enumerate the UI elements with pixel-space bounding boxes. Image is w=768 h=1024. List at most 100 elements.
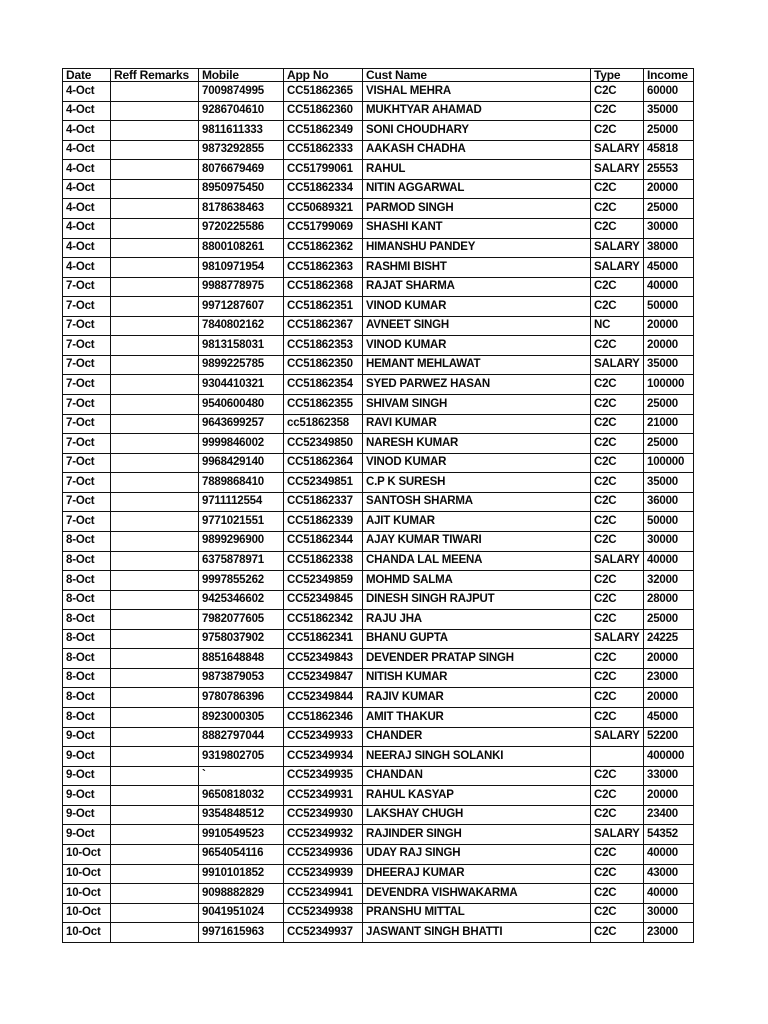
table-row: 4-Oct 8178638463 CC50689321 PARMOD SINGH C2C… (62, 198, 694, 219)
cell-type: C2C (590, 570, 644, 591)
cell-app-no: CC51862342 (283, 609, 363, 630)
cell-mobile: 8851648848 (198, 648, 284, 669)
cell-cust-name: UDAY RAJ SINGH (362, 843, 591, 865)
cell-cust-name: CHANDAN (362, 765, 591, 787)
cell-mobile: 9910549523 (198, 824, 284, 845)
cell-type: C2C (590, 883, 644, 904)
cell-income: 400000 (643, 746, 694, 767)
table-row: 4-Oct 7009874995 CC51862365 VISHAL MEHRA C2C… (62, 81, 694, 102)
cell-mobile: 8800108261 (198, 237, 284, 259)
cell-mobile: 9286704610 (198, 100, 284, 122)
cell-mobile: 9098882829 (198, 883, 284, 904)
cell-income: 52200 (643, 726, 694, 748)
cell-reff-remarks (110, 511, 199, 532)
cell-mobile: 6375878971 (198, 550, 284, 572)
cell-date: 10-Oct (62, 902, 111, 924)
table-row: 8-Oct 8851648848 CC52349843 DEVENDER PRATAP… (62, 648, 694, 669)
cell-app-no: CC52349937 (283, 922, 363, 943)
cell-date: 7-Oct (62, 394, 111, 415)
cell-cust-name: NEERAJ SINGH SOLANKI (362, 746, 591, 767)
cell-mobile: ` (198, 765, 284, 787)
cell-cust-name: SANTOSH SHARMA (362, 491, 591, 513)
cell-income: 32000 (643, 570, 694, 591)
cell-mobile: 9988778975 (198, 276, 284, 298)
cell-app-no: CC50689321 (283, 198, 363, 219)
cell-mobile: 9873292855 (198, 139, 284, 161)
cell-mobile: 9899225785 (198, 354, 284, 376)
cell-income: 23400 (643, 804, 694, 826)
cell-date: 9-Oct (62, 804, 111, 826)
cell-date: 7-Oct (62, 354, 111, 376)
cell-reff-remarks (110, 648, 199, 669)
cell-cust-name: VINOD KUMAR (362, 335, 591, 356)
cell-type: C2C (590, 804, 644, 826)
table-row: 4-Oct 9810971954 CC51862363 RASHMI BISHT SAL… (62, 257, 694, 278)
cell-date: 9-Oct (62, 746, 111, 767)
cell-type: C2C (590, 100, 644, 122)
cell-type: C2C (590, 413, 644, 435)
cell-date: 8-Oct (62, 530, 111, 552)
cell-cust-name: RAJIV KUMAR (362, 687, 591, 708)
table-row: 7-Oct 7840802162 CC51862367 AVNEET SINGH NC 2… (62, 315, 694, 337)
cell-mobile: 9354848512 (198, 804, 284, 826)
header-row: Date Reff Remarks Mobile App No Cust Nam… (62, 68, 694, 82)
cell-date: 4-Oct (62, 237, 111, 259)
cell-cust-name: AAKASH CHADHA (362, 139, 591, 161)
cell-cust-name: LAKSHAY CHUGH (362, 804, 591, 826)
cell-mobile: 9304410321 (198, 374, 284, 395)
table-row: 8-Oct 9997855262 CC52349859 MOHMD SALMA C2C 3… (62, 570, 694, 591)
table-row: 8-Oct 6375878971 CC51862338 CHANDA LAL MEEN… (62, 550, 694, 572)
cell-mobile: 9813158031 (198, 335, 284, 356)
cell-app-no: CC52349850 (283, 433, 363, 454)
table-row: 8-Oct 9425346602 CC52349845 DINESH SINGH RA… (62, 589, 694, 611)
cell-reff-remarks (110, 726, 199, 748)
cell-date: 7-Oct (62, 472, 111, 493)
cell-income: 40000 (643, 883, 694, 904)
cell-cust-name: AVNEET SINGH (362, 315, 591, 337)
cell-type: C2C (590, 765, 644, 787)
cell-mobile: 9899296900 (198, 530, 284, 552)
cell-type: SALARY (590, 237, 644, 259)
cell-cust-name: VINOD KUMAR (362, 452, 591, 474)
cell-app-no: CC52349941 (283, 883, 363, 904)
cell-type: NC (590, 315, 644, 337)
cell-reff-remarks (110, 530, 199, 552)
col-header-income: Income (643, 68, 694, 82)
cell-cust-name: C.P K SURESH (362, 472, 591, 493)
cell-cust-name: PRANSHU MITTAL (362, 902, 591, 924)
cell-app-no: cc51862358 (283, 413, 363, 435)
cell-app-no: CC51862353 (283, 335, 363, 356)
cell-income: 35000 (643, 100, 694, 122)
cell-income: 30000 (643, 902, 694, 924)
cell-cust-name: DEVENDER PRATAP SINGH (362, 648, 591, 669)
cell-type: SALARY (590, 628, 644, 650)
cell-type: SALARY (590, 257, 644, 278)
cell-cust-name: NITIN AGGARWAL (362, 178, 591, 200)
cell-reff-remarks (110, 687, 199, 708)
table-row: 10-Oct 9971615963 CC52349937 JASWANT SINGH … (62, 922, 694, 943)
cell-cust-name: VINOD KUMAR (362, 296, 591, 317)
cell-mobile: 9780786396 (198, 687, 284, 708)
cell-income: 23000 (643, 922, 694, 943)
cell-reff-remarks (110, 217, 199, 239)
cell-cust-name: CHANDER (362, 726, 591, 748)
cell-cust-name: JASWANT SINGH BHATTI (362, 922, 591, 943)
cell-type: SALARY (590, 824, 644, 845)
cell-date: 10-Oct (62, 863, 111, 885)
cell-type: C2C (590, 178, 644, 200)
cell-mobile: 9873879053 (198, 667, 284, 689)
cell-app-no: CC52349930 (283, 804, 363, 826)
cell-reff-remarks (110, 589, 199, 611)
cell-reff-remarks (110, 628, 199, 650)
cell-date: 7-Oct (62, 335, 111, 356)
cell-income: 40000 (643, 276, 694, 298)
cell-type (590, 746, 644, 767)
cell-reff-remarks (110, 843, 199, 865)
cell-mobile: 9041951024 (198, 902, 284, 924)
col-header-type: Type (590, 68, 644, 82)
cell-cust-name: RASHMI BISHT (362, 257, 591, 278)
cell-cust-name: VISHAL MEHRA (362, 81, 591, 102)
cell-type: C2C (590, 843, 644, 865)
cell-income: 28000 (643, 589, 694, 611)
cell-type: C2C (590, 472, 644, 493)
